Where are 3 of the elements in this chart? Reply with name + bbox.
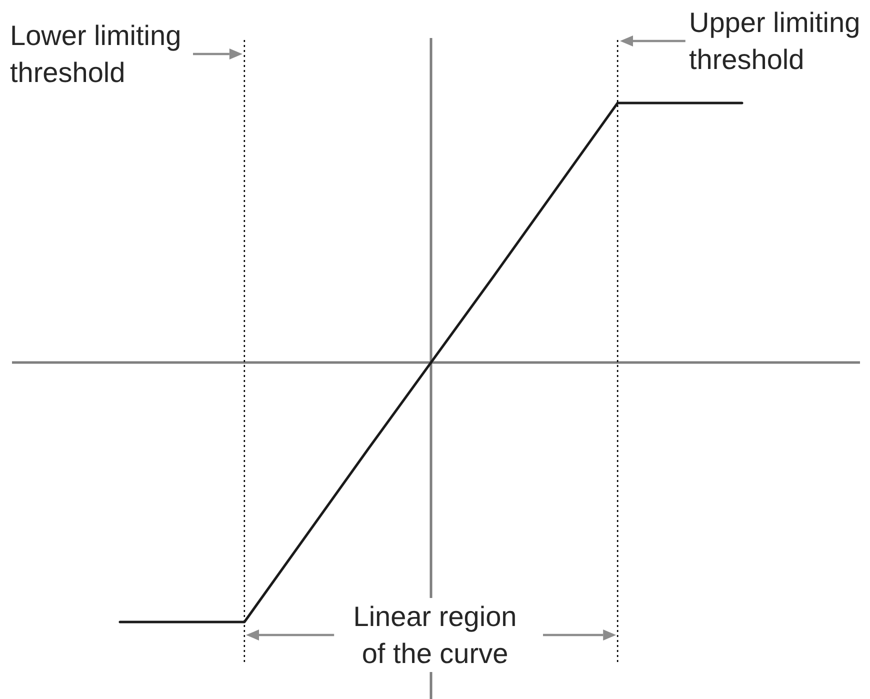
text: Upper limiting threshold bbox=[689, 6, 862, 77]
text: Lower limiting threshold bbox=[10, 19, 182, 90]
annotation: Linear region of the curve bbox=[352, 598, 518, 672]
